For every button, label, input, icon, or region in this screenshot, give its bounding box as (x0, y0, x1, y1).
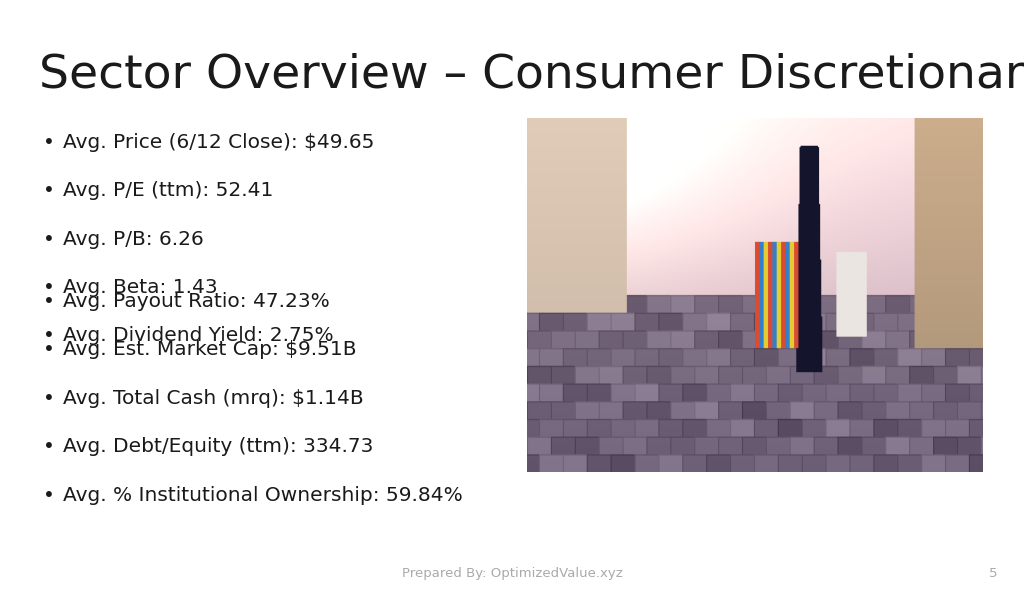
Text: •: • (43, 133, 55, 152)
Text: •: • (43, 181, 55, 200)
Text: •: • (43, 230, 55, 248)
Text: Prepared By: OptimizedValue.xyz: Prepared By: OptimizedValue.xyz (401, 567, 623, 580)
Text: •: • (43, 389, 55, 408)
Text: Avg. Dividend Yield: 2.75%: Avg. Dividend Yield: 2.75% (63, 326, 334, 345)
Text: Avg. Est. Market Cap: $9.51B: Avg. Est. Market Cap: $9.51B (63, 340, 357, 359)
Text: •: • (43, 437, 55, 456)
Text: Avg. Debt/Equity (ttm): 334.73: Avg. Debt/Equity (ttm): 334.73 (63, 437, 374, 456)
Text: Avg. Total Cash (mrq): $1.14B: Avg. Total Cash (mrq): $1.14B (63, 389, 365, 408)
Text: Avg. P/E (ttm): 52.41: Avg. P/E (ttm): 52.41 (63, 181, 273, 200)
Text: Avg. P/B: 6.26: Avg. P/B: 6.26 (63, 230, 204, 248)
Text: •: • (43, 278, 55, 297)
Text: Avg. % Institutional Ownership: 59.84%: Avg. % Institutional Ownership: 59.84% (63, 486, 463, 504)
Text: 5: 5 (989, 567, 997, 580)
Text: Sector Overview – Consumer Discretionary: Sector Overview – Consumer Discretionary (39, 53, 1024, 98)
Text: •: • (43, 486, 55, 504)
Text: Avg. Price (6/12 Close): $49.65: Avg. Price (6/12 Close): $49.65 (63, 133, 375, 152)
Text: Avg. Payout Ratio: 47.23%: Avg. Payout Ratio: 47.23% (63, 292, 330, 311)
Text: •: • (43, 326, 55, 345)
Text: •: • (43, 292, 55, 311)
Text: •: • (43, 340, 55, 359)
Text: Avg. Beta: 1.43: Avg. Beta: 1.43 (63, 278, 218, 297)
